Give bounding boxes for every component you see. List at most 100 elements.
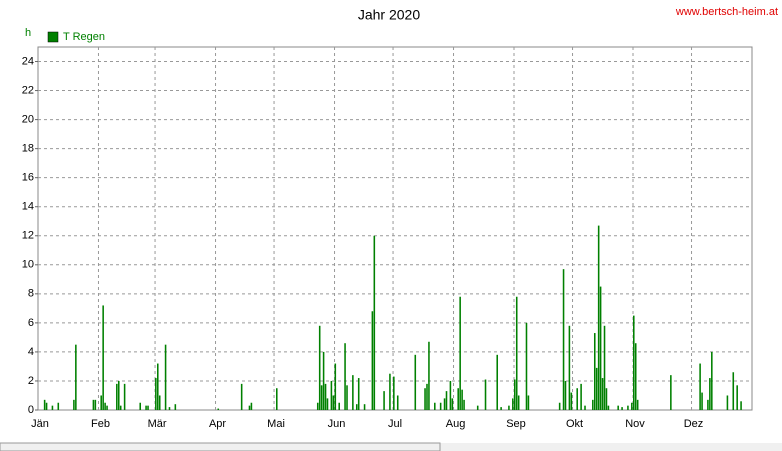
- chart-title: Jahr 2020: [358, 7, 420, 23]
- bar: [515, 296, 518, 410]
- bar: [357, 378, 360, 410]
- bar: [393, 376, 395, 410]
- bar: [344, 343, 346, 410]
- bar: [634, 343, 637, 410]
- bar: [576, 388, 578, 410]
- bar: [352, 375, 354, 410]
- y-tick-label: 4: [28, 346, 34, 358]
- y-tick-label: 0: [28, 404, 34, 416]
- bar: [94, 399, 97, 410]
- bar: [414, 354, 417, 410]
- bar: [595, 367, 598, 410]
- bar: [592, 399, 594, 410]
- bar: [346, 385, 348, 410]
- x-tick-label: Dez: [684, 418, 704, 430]
- y-axis-label: h: [25, 27, 31, 39]
- bar: [636, 399, 639, 410]
- bar: [168, 407, 171, 410]
- bar: [568, 325, 571, 410]
- bar: [434, 402, 436, 410]
- bar: [603, 325, 606, 410]
- y-tick-label: 16: [22, 172, 34, 184]
- bar: [597, 225, 600, 410]
- source: www.bertsch-heim.at: [675, 6, 778, 18]
- bar: [426, 383, 428, 410]
- bar: [424, 388, 426, 410]
- bar: [316, 402, 319, 410]
- y-tick-label: 10: [22, 259, 34, 271]
- y-tick-label: 22: [22, 84, 34, 96]
- x-tick-label: Feb: [91, 418, 110, 430]
- bar: [699, 363, 701, 410]
- bar: [621, 407, 623, 410]
- x-tick-label: Jul: [388, 418, 402, 430]
- bar: [605, 388, 608, 410]
- bar: [445, 391, 448, 410]
- bar: [117, 380, 120, 410]
- bar: [732, 372, 735, 410]
- bar: [158, 395, 161, 410]
- bar: [461, 389, 463, 410]
- x-tick-label: Aug: [446, 418, 466, 430]
- bar: [147, 405, 149, 410]
- bar: [240, 383, 243, 410]
- x-tick-label: Okt: [566, 418, 583, 430]
- bar: [512, 398, 514, 410]
- y-tick-label: 8: [28, 288, 34, 300]
- bar: [330, 380, 333, 410]
- bar: [102, 305, 104, 410]
- bar: [633, 315, 635, 410]
- bar: [164, 344, 167, 410]
- bar: [428, 341, 430, 410]
- bar: [250, 402, 253, 410]
- y-tick-label: 12: [22, 230, 34, 242]
- x-tick-label: Jun: [328, 418, 346, 430]
- bar: [145, 405, 147, 410]
- x-tick-label: Sep: [506, 418, 526, 430]
- bar: [484, 379, 487, 410]
- bar: [631, 402, 633, 410]
- bar: [139, 402, 142, 410]
- status-bar: [0, 442, 441, 451]
- y-tick-label: 20: [22, 114, 34, 126]
- bar: [373, 235, 376, 410]
- bar: [75, 344, 77, 410]
- y-tick-label: 2: [28, 375, 34, 387]
- plot-area: [37, 46, 753, 411]
- bar: [617, 405, 619, 410]
- legend-swatch: [47, 31, 59, 43]
- x-tick-label: Mai: [267, 418, 285, 430]
- bar: [73, 399, 75, 410]
- bar: [443, 398, 446, 410]
- bar: [363, 404, 366, 410]
- bar: [318, 325, 321, 410]
- bar: [570, 392, 573, 410]
- bar: [326, 398, 329, 410]
- bar: [100, 395, 102, 410]
- bar: [248, 405, 251, 410]
- bar: [514, 379, 516, 410]
- bar: [332, 395, 335, 410]
- y-tick-label: 6: [28, 317, 34, 329]
- bar: [338, 402, 340, 410]
- bar: [527, 395, 530, 410]
- bar: [45, 402, 48, 410]
- bar: [51, 405, 54, 410]
- x-tick-label: Jän: [31, 418, 49, 430]
- status-bar: [440, 443, 782, 451]
- bar: [396, 395, 399, 410]
- bar: [517, 395, 520, 410]
- bar: [449, 380, 452, 410]
- y-tick-label: 24: [22, 55, 34, 67]
- bar: [389, 373, 391, 410]
- legend-label: T Regen: [63, 31, 105, 43]
- bar: [593, 333, 596, 410]
- x-tick-label: Nov: [625, 418, 645, 430]
- bar: [740, 401, 742, 410]
- bar: [334, 363, 337, 410]
- bar: [711, 351, 713, 410]
- bar: [707, 399, 709, 410]
- bar: [119, 405, 122, 410]
- bar: [508, 405, 510, 410]
